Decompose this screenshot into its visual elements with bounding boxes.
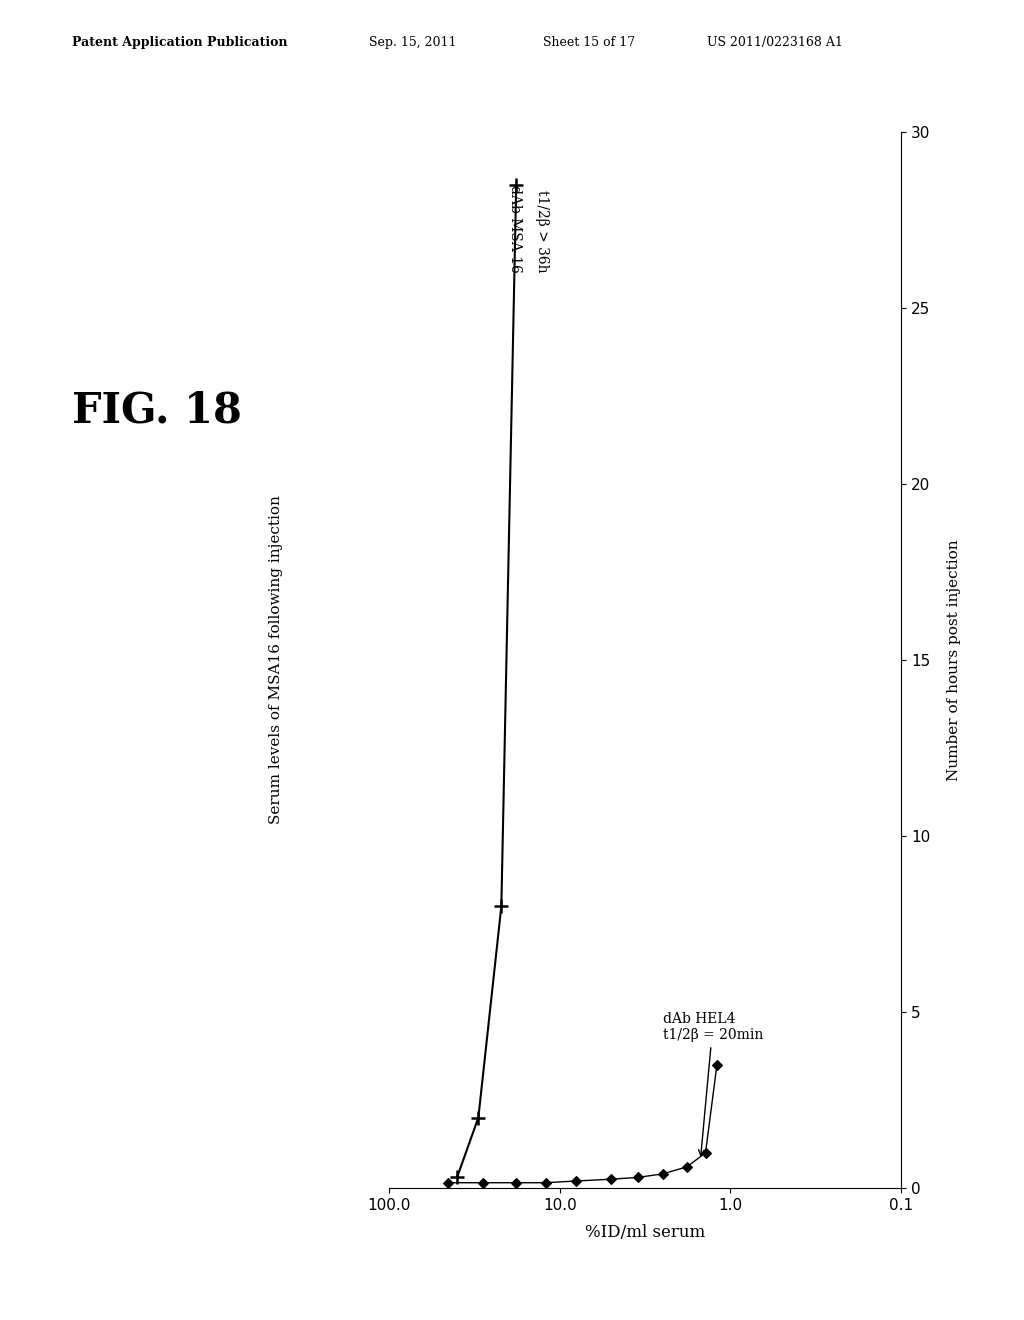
- Text: Sep. 15, 2011: Sep. 15, 2011: [369, 36, 456, 49]
- Text: FIG. 18: FIG. 18: [72, 389, 242, 432]
- Text: US 2011/0223168 A1: US 2011/0223168 A1: [707, 36, 843, 49]
- Text: t1/2β > 36h: t1/2β > 36h: [535, 190, 549, 273]
- Text: Sheet 15 of 17: Sheet 15 of 17: [543, 36, 635, 49]
- Y-axis label: Number of hours post injection: Number of hours post injection: [947, 539, 961, 781]
- X-axis label: %ID/ml serum: %ID/ml serum: [585, 1224, 706, 1241]
- Text: dAb MSA 16: dAb MSA 16: [508, 185, 522, 273]
- Text: Serum levels of MSA16 following injection: Serum levels of MSA16 following injectio…: [269, 495, 284, 825]
- Text: Patent Application Publication: Patent Application Publication: [72, 36, 287, 49]
- Text: dAb HEL4
t1/2β = 20min: dAb HEL4 t1/2β = 20min: [663, 1012, 763, 1155]
